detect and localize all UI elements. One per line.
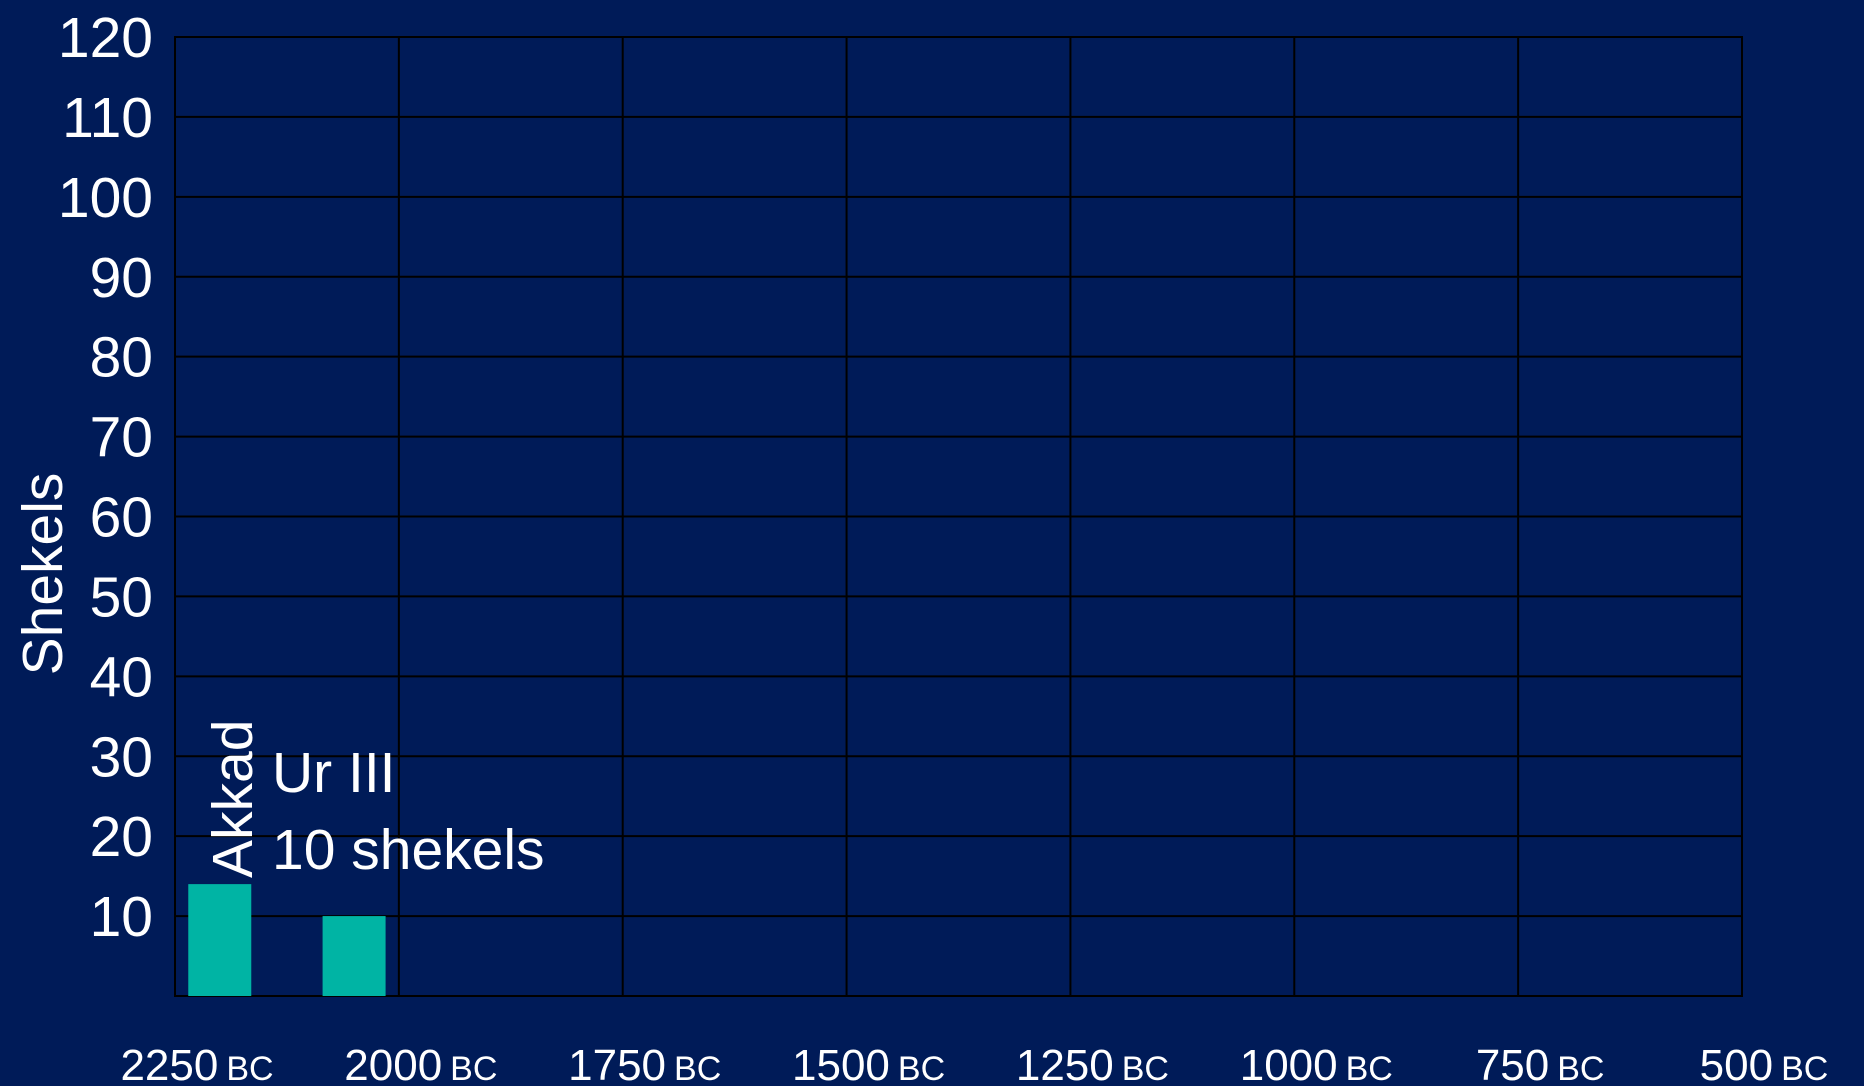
x-tick-label: 500 BC: [1700, 1041, 1829, 1086]
annotation: 10 shekels: [272, 818, 545, 882]
y-tick-label: 100: [58, 166, 153, 230]
x-tick-label-part: BC: [226, 1050, 273, 1086]
x-tick-label: 2000 BC: [344, 1041, 497, 1086]
bar: [188, 884, 252, 996]
x-tick-label-part: BC: [1781, 1050, 1828, 1086]
y-tick-label: 30: [90, 725, 153, 789]
x-tick-label-part: 2250: [120, 1041, 218, 1086]
y-tick-label: 120: [58, 6, 153, 70]
x-tick-label-part: BC: [1122, 1050, 1169, 1086]
y-tick-label: 80: [90, 326, 153, 390]
y-tick-label: 10: [90, 885, 153, 949]
x-tick-label-part: BC: [898, 1050, 945, 1086]
x-tick-label-part: 1000: [1240, 1041, 1338, 1086]
x-tick-label-part: BC: [674, 1050, 721, 1086]
x-tick-label-part: 750: [1476, 1041, 1549, 1086]
x-tick-label-part: 1250: [1016, 1041, 1114, 1086]
x-tick-label: 1250 BC: [1016, 1041, 1169, 1086]
plot-area: [174, 36, 1743, 997]
x-tick-label: 1500 BC: [792, 1041, 945, 1086]
annotation: Akkad: [201, 720, 265, 878]
x-tick-label-part: 500: [1700, 1041, 1773, 1086]
y-axis-label: Shekels: [11, 473, 75, 676]
y-tick-label: 110: [62, 86, 153, 150]
x-tick-label-part: 1750: [568, 1041, 666, 1086]
y-tick-label: 90: [90, 246, 153, 310]
x-tick-label: 750 BC: [1476, 1041, 1605, 1086]
x-tick-label: 1000 BC: [1240, 1041, 1393, 1086]
x-tick-label-part: BC: [1557, 1050, 1604, 1086]
x-tick-label-part: BC: [450, 1050, 497, 1086]
y-tick-label: 70: [90, 406, 153, 470]
y-tick-label: 50: [90, 565, 153, 629]
y-tick-label: 60: [90, 486, 153, 550]
bar: [322, 916, 386, 996]
y-tick-label: 40: [90, 645, 153, 709]
annotation: Ur III: [272, 741, 396, 805]
x-tick-label: 1750 BC: [568, 1041, 721, 1086]
x-tick-label-part: 2000: [344, 1041, 442, 1086]
x-tick-label-part: BC: [1346, 1050, 1393, 1086]
y-tick-label: 20: [90, 805, 153, 869]
x-tick-label-part: 1500: [792, 1041, 890, 1086]
x-tick-label: 2250 BC: [120, 1041, 273, 1086]
